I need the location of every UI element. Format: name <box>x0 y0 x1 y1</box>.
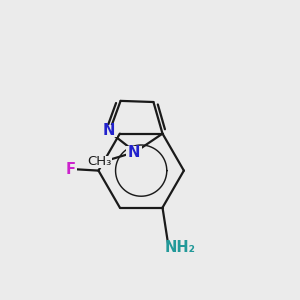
FancyBboxPatch shape <box>87 156 112 168</box>
Text: CH₃: CH₃ <box>88 155 112 169</box>
Text: F: F <box>65 162 76 177</box>
Text: N: N <box>102 123 115 138</box>
Text: N: N <box>128 145 140 160</box>
Text: NH₂: NH₂ <box>165 240 196 255</box>
FancyBboxPatch shape <box>168 241 192 254</box>
FancyBboxPatch shape <box>100 125 117 137</box>
FancyBboxPatch shape <box>126 146 142 158</box>
FancyBboxPatch shape <box>64 163 77 175</box>
